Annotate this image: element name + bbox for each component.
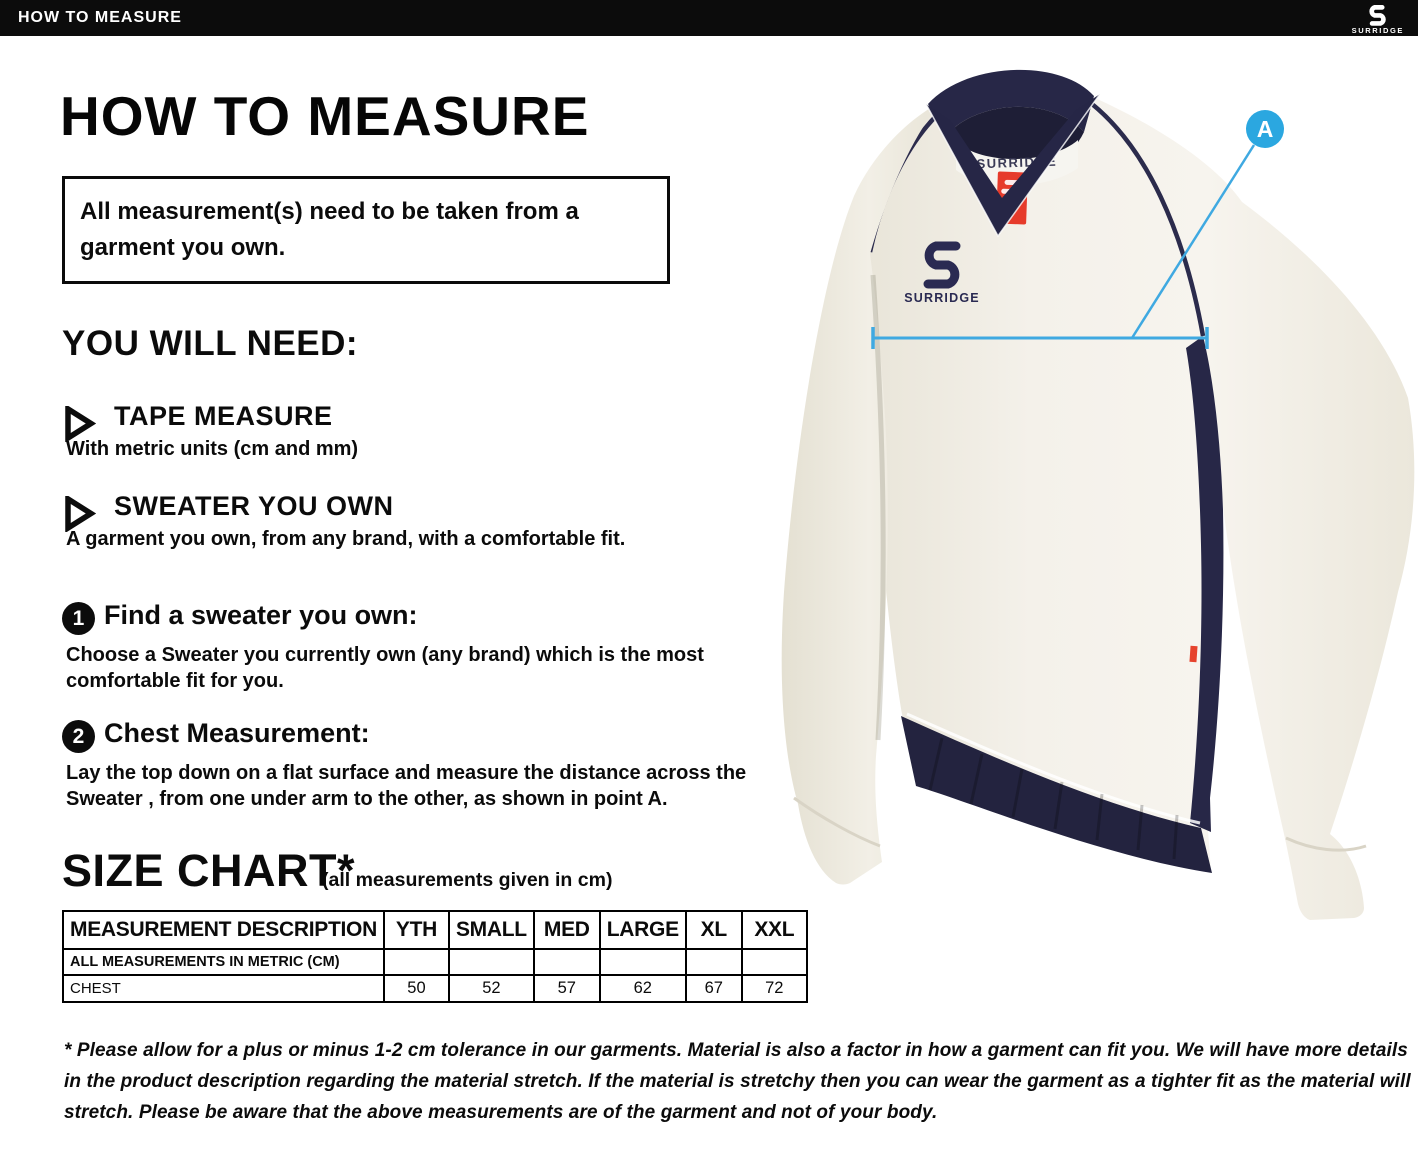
v-neck-edge xyxy=(925,93,1101,238)
table-cell xyxy=(447,948,535,976)
collar-back xyxy=(928,69,1094,136)
cuff-seam xyxy=(1285,836,1367,852)
waistband-ribbing xyxy=(928,737,1179,860)
step-2-title: Chest Measurement: xyxy=(104,718,370,748)
table-cell xyxy=(532,948,601,976)
you-will-need-heading: YOU WILL NEED: xyxy=(62,324,359,363)
sweater-left-sleeve xyxy=(781,102,941,885)
table-cell: 72 xyxy=(740,974,808,1003)
chest-logo-text: SURRIDGE xyxy=(904,291,980,305)
chest-measurement-line xyxy=(871,144,1256,349)
neck-tape xyxy=(956,140,1078,186)
table-cell: 62 xyxy=(598,974,687,1003)
need-item-description: A garment you own, from any brand, with … xyxy=(66,528,626,550)
top-bar-title: HOW TO MEASURE xyxy=(18,9,182,26)
step-2-badge: 2 xyxy=(62,720,95,753)
garment-illustration: SURRIDGE SURRIDGE A xyxy=(781,69,1415,920)
column-header: XL xyxy=(684,910,743,950)
need-item-description: With metric units (cm and mm) xyxy=(66,438,359,460)
table-cell: 52 xyxy=(447,974,535,1003)
notice-box: All measurement(s) need to be taken from… xyxy=(62,176,670,284)
sleeve-crease xyxy=(870,274,886,741)
size-chart-table: MEASUREMENT DESCRIPTION YTH SMALL MED LA… xyxy=(62,910,808,1003)
need-item-title: TAPE MEASURE xyxy=(114,401,333,431)
column-header: YTH xyxy=(382,910,450,950)
side-panel xyxy=(1186,336,1224,832)
column-header: SMALL xyxy=(447,910,535,950)
table-cell xyxy=(684,948,743,976)
table-cell xyxy=(598,948,687,976)
size-chart-subheading: (all measurements given in cm) xyxy=(322,869,613,891)
step-2-description: Lay the top down on a flat surface and m… xyxy=(66,762,747,811)
waistband xyxy=(901,716,1212,873)
measurement-marker-a: A xyxy=(1246,110,1284,148)
table-cell: 57 xyxy=(532,974,601,1003)
table-cell xyxy=(740,948,808,976)
row-label: CHEST xyxy=(62,974,385,1003)
step-1-badge: 1 xyxy=(62,602,95,635)
column-header: LARGE xyxy=(598,910,687,950)
hem-seam xyxy=(906,712,1201,825)
cuff-seam xyxy=(793,796,881,848)
play-triangle-icon xyxy=(64,494,97,537)
size-chart-heading: SIZE CHART* xyxy=(62,845,356,896)
page-title: HOW TO MEASURE xyxy=(60,85,590,147)
notice-text: All measurement(s) need to be taken from… xyxy=(80,198,579,261)
table-cell: 50 xyxy=(382,974,450,1003)
row-label: ALL MEASUREMENTS IN METRIC (CM) xyxy=(62,948,385,976)
column-header: XXL xyxy=(740,910,808,950)
table-row: ALL MEASUREMENTS IN METRIC (CM) xyxy=(62,948,808,976)
table-header-row: MEASUREMENT DESCRIPTION YTH SMALL MED LA… xyxy=(62,910,808,950)
top-bar: HOW TO MEASURE SURRIDGE xyxy=(0,0,1418,36)
brand-name: SURRIDGE xyxy=(1351,25,1404,35)
marker-a-label: A xyxy=(1257,116,1274,142)
side-tag xyxy=(1189,645,1198,663)
step-1-title: Find a sweater you own: xyxy=(104,600,418,630)
v-neck-trim xyxy=(926,94,1100,236)
chest-logo: SURRIDGE xyxy=(904,241,980,305)
tolerance-footnote: * Please allow for a plus or minus 1-2 c… xyxy=(64,1040,1411,1123)
need-item-title: SWEATER YOU OWN xyxy=(114,491,394,521)
column-header: MEASUREMENT DESCRIPTION xyxy=(62,910,385,950)
shoulder-piping xyxy=(1090,102,1206,337)
step-1-description: Choose a Sweater you currently own (any … xyxy=(66,644,704,693)
table-cell xyxy=(382,948,450,976)
brand-logo: SURRIDGE xyxy=(1352,4,1404,35)
column-header: MED xyxy=(532,910,601,950)
surridge-s-icon xyxy=(1369,4,1386,26)
table-row: CHEST 50 52 57 62 67 72 xyxy=(62,974,808,1003)
sweater-body xyxy=(866,73,1415,920)
play-triangle-icon xyxy=(64,404,97,447)
table-cell: 67 xyxy=(684,974,743,1003)
